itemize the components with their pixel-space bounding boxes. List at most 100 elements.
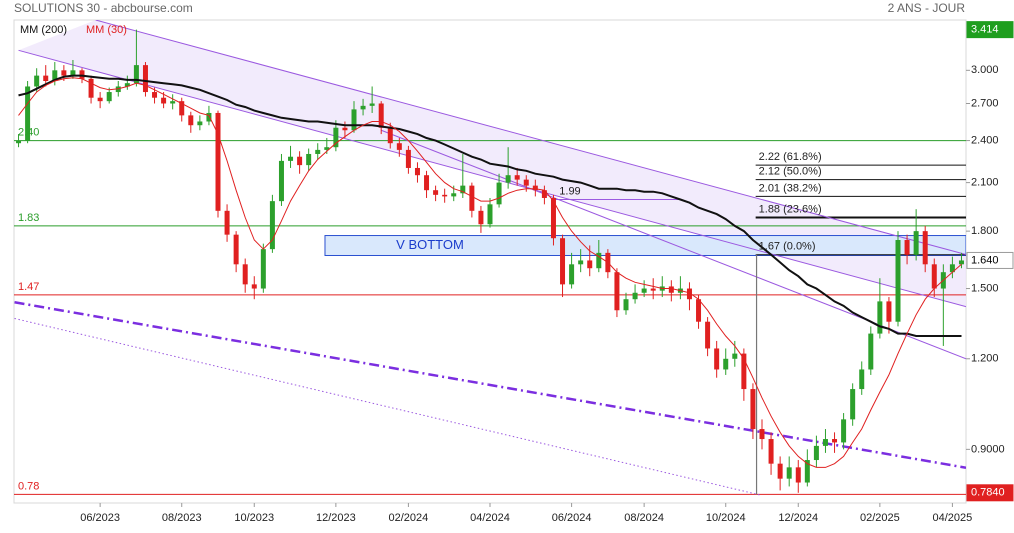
candle-body (895, 240, 901, 322)
level-label: 1.99 (559, 185, 580, 197)
y-tick-label: 1.500 (971, 282, 999, 294)
candle-body (333, 127, 339, 148)
candle-body (795, 467, 801, 483)
candle-body (868, 333, 874, 370)
candle-body (487, 204, 493, 225)
candle-body (233, 234, 239, 265)
candle-body (578, 260, 584, 265)
candle-body (614, 272, 620, 311)
candle-body (215, 112, 221, 211)
candle-body (387, 127, 393, 144)
candle-body (433, 190, 439, 195)
y-tick-label: 2.400 (971, 134, 999, 146)
candle-body (342, 127, 348, 131)
candle-body (278, 160, 284, 202)
x-tick-label: 08/2024 (624, 512, 664, 524)
candle-body (759, 429, 765, 440)
candle-body (142, 65, 148, 93)
price-marker (966, 21, 1014, 39)
x-tick-label: 10/2024 (706, 512, 746, 524)
price-marker (966, 484, 1014, 502)
trendline (18, 49, 966, 308)
candle-body (288, 156, 294, 161)
candle-body (804, 460, 810, 483)
candle-body (532, 185, 538, 191)
candle-body (514, 175, 520, 180)
candle-body (668, 286, 674, 293)
fibonacci-label: 2.12 (50.0%) (759, 166, 822, 178)
moving-average (18, 74, 962, 337)
y-tick-label: 0.9000 (971, 443, 1005, 455)
candle-body (569, 264, 575, 285)
candle-body (88, 78, 94, 98)
candle-body (242, 264, 248, 285)
candle-body (369, 103, 375, 106)
candle-body (958, 260, 964, 265)
x-tick-label: 02/2024 (389, 512, 429, 524)
candle-body (650, 288, 656, 291)
x-tick-label: 12/2024 (778, 512, 818, 524)
candle-body (723, 358, 729, 370)
candle-body (170, 101, 176, 104)
candle-body (949, 264, 955, 273)
zone-box (324, 235, 966, 256)
candle-body (750, 389, 756, 430)
y-tick-label: 1.200 (971, 353, 999, 365)
candle-body (25, 86, 31, 141)
candle-body (34, 75, 40, 87)
candle-body (931, 264, 937, 289)
candle-body (360, 105, 366, 110)
y-tick-label: 1.800 (971, 225, 999, 237)
candle-body (260, 249, 266, 289)
candle-body (641, 288, 647, 293)
x-tick-label: 10/2023 (234, 512, 274, 524)
support-label: 2.40 (18, 126, 39, 138)
legend-entry: MM (200) (20, 24, 67, 36)
candle-body (133, 65, 139, 84)
candle-body (777, 463, 783, 479)
candle-body (306, 153, 312, 166)
candle-body (351, 109, 357, 131)
x-tick-label: 12/2023 (316, 512, 356, 524)
candle-body (424, 175, 430, 191)
x-tick-label: 04/2024 (470, 512, 510, 524)
trendline (14, 301, 966, 469)
candle-body (115, 86, 121, 93)
candle-body (106, 92, 112, 102)
candle-body (61, 70, 67, 76)
candle-body (70, 70, 76, 76)
candle-body (179, 101, 185, 116)
candle-body (496, 182, 502, 205)
x-tick-label: 06/2024 (552, 512, 592, 524)
candle-body (732, 353, 738, 359)
support-label: 1.47 (18, 281, 39, 293)
candle-body (224, 210, 230, 235)
axes: 2.40 1.83 1.47 0.78 V BOTTOM 2.22 (61.8%) 2.12… (18, 21, 1014, 524)
candle-body (405, 149, 411, 168)
period-label: 2 ANS - JOUR (888, 1, 966, 15)
candle-body (550, 197, 556, 239)
candle-body (705, 321, 711, 349)
candle-body (596, 252, 602, 269)
chart-title: SOLUTIONS 30 - abcbourse.com (14, 1, 193, 15)
candle-body (97, 97, 103, 102)
candle-body (442, 194, 448, 197)
fibonacci-label: 1.67 (0.0%) (759, 241, 816, 253)
candle-body (451, 193, 457, 197)
candle-body (188, 115, 194, 126)
candle-body (251, 284, 257, 289)
fibonacci-label: 2.22 (61.8%) (759, 151, 822, 163)
candle-body (324, 147, 330, 150)
candle-body (460, 185, 466, 194)
zone-label: V BOTTOM (396, 237, 464, 252)
candle-body (297, 156, 303, 166)
candle-body (16, 140, 22, 144)
price-marker-label: 0.7840 (971, 487, 1005, 499)
y-tick-label: 3.000 (971, 64, 999, 76)
candle-body (686, 288, 692, 300)
candle-body (850, 389, 856, 420)
candle-body (886, 301, 892, 322)
legend-entry: MM (30) (86, 24, 127, 36)
